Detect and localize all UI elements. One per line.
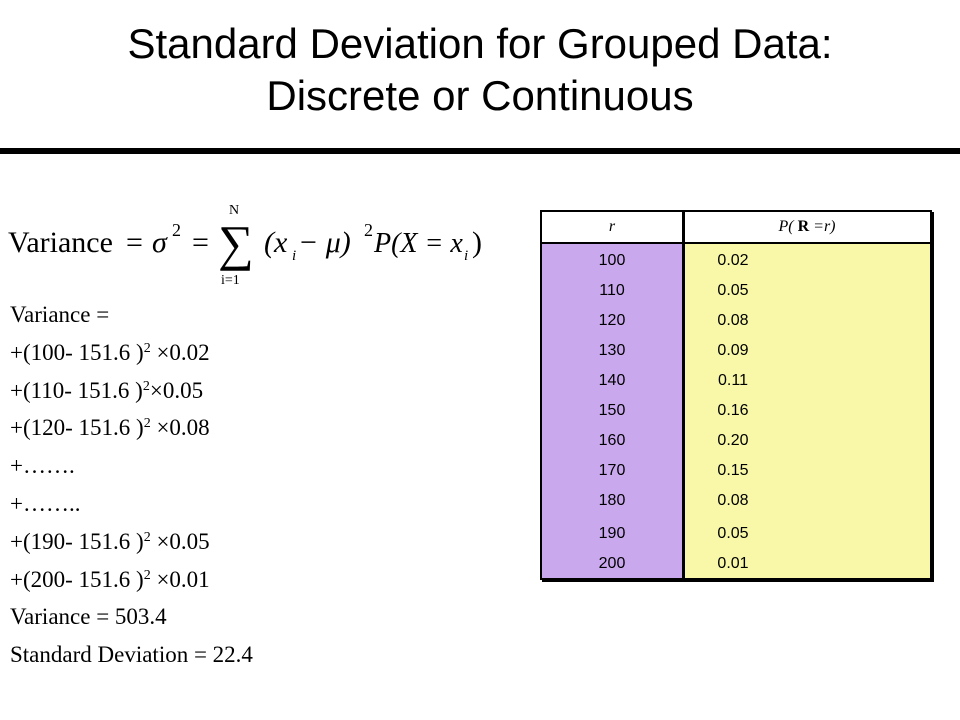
formula-upper-limit: N bbox=[229, 203, 239, 218]
table-cell-p: 0.20 bbox=[717, 432, 749, 449]
table-cell-r: 140 bbox=[598, 372, 626, 389]
calc-line: +(200- 151.6 )2 ×0.01 bbox=[10, 566, 210, 592]
probability-table: r P( R =r) 100 0.02 110 0.05 120 0.08 130 0.09 1… bbox=[540, 210, 932, 580]
variance-calculation: Variance = +(100- 151.6 )2 ×0.02 +(110- … bbox=[10, 296, 510, 674]
table-cell-p: 0.08 bbox=[717, 492, 749, 509]
column-divider bbox=[682, 212, 685, 578]
table-cell-p: 0.16 bbox=[717, 402, 749, 419]
variance-formula: Variance = σ 2 = ∑ N i=1 (x i − μ) 2 P(X… bbox=[8, 203, 482, 288]
table-cell-p: 0.09 bbox=[717, 342, 749, 359]
slide-title: Standard Deviation for Grouped Data: Dis… bbox=[0, 18, 960, 122]
table-cell-p: 0.15 bbox=[717, 462, 749, 479]
table-cell-r: 170 bbox=[598, 462, 626, 479]
formula-body: (x bbox=[264, 226, 288, 259]
calc-line: +(190- 151.6 )2 ×0.05 bbox=[10, 528, 210, 554]
calc-line: Variance = bbox=[10, 302, 110, 327]
calc-line: +(100- 151.6 )2 ×0.02 bbox=[10, 339, 210, 365]
table-cell-p: 0.08 bbox=[717, 312, 749, 329]
table-cell-p: 0.11 bbox=[718, 372, 748, 389]
formula-close: ) bbox=[472, 226, 482, 259]
title-underline bbox=[0, 148, 960, 154]
header-p: P( R =r) bbox=[778, 218, 836, 235]
svg-text:=: = bbox=[126, 226, 143, 259]
table-cell-r: 130 bbox=[598, 342, 626, 359]
svg-text:=: = bbox=[192, 226, 209, 259]
calc-line: Standard Deviation = 22.4 bbox=[10, 642, 253, 668]
table-cell-p: 0.01 bbox=[717, 555, 749, 572]
formula-exp2: 2 bbox=[364, 220, 373, 240]
table-cell-p: 0.05 bbox=[717, 525, 749, 542]
calc-line: Variance = 503.4 bbox=[10, 604, 167, 630]
table-cell-r: 120 bbox=[598, 312, 626, 329]
formula-prob: P(X = x bbox=[373, 228, 463, 259]
calc-line: +(110- 151.6 )2×0.05 bbox=[10, 377, 204, 403]
formula-lower-limit: i=1 bbox=[221, 273, 240, 288]
table-cell-r: 180 bbox=[598, 492, 626, 509]
formula-sigma: σ bbox=[152, 226, 168, 259]
formula-minus-mu: − μ) bbox=[298, 226, 351, 259]
calc-line: +…….. bbox=[10, 490, 81, 516]
table-cell-r: 200 bbox=[598, 555, 626, 572]
formula-sum-symbol: ∑ bbox=[218, 215, 254, 271]
table-cell-r: 110 bbox=[599, 282, 625, 299]
header-r: r bbox=[608, 218, 616, 235]
formula-lhs: Variance bbox=[8, 226, 113, 259]
p-column-fill bbox=[685, 244, 930, 578]
table-cell-r: 100 bbox=[598, 252, 626, 269]
table-cell-p: 0.02 bbox=[717, 252, 749, 269]
calc-line: +(120- 151.6 )2 ×0.08 bbox=[10, 415, 210, 441]
table-cell-r: 150 bbox=[598, 402, 626, 419]
title-line-2: Discrete or Continuous bbox=[266, 72, 694, 119]
table-header: r P( R =r) bbox=[542, 212, 930, 244]
formula-sub-i: i bbox=[292, 248, 296, 264]
calc-line: +……. bbox=[10, 453, 75, 479]
table-cell-p: 0.05 bbox=[717, 282, 749, 299]
table-cell-r: 160 bbox=[598, 432, 626, 449]
r-column-fill bbox=[542, 244, 682, 578]
table-cell-r: 190 bbox=[598, 525, 626, 542]
title-line-1: Standard Deviation for Grouped Data: bbox=[127, 20, 833, 67]
formula-sub-i-2: i bbox=[464, 248, 468, 264]
formula-sigma-exp: 2 bbox=[172, 220, 181, 240]
